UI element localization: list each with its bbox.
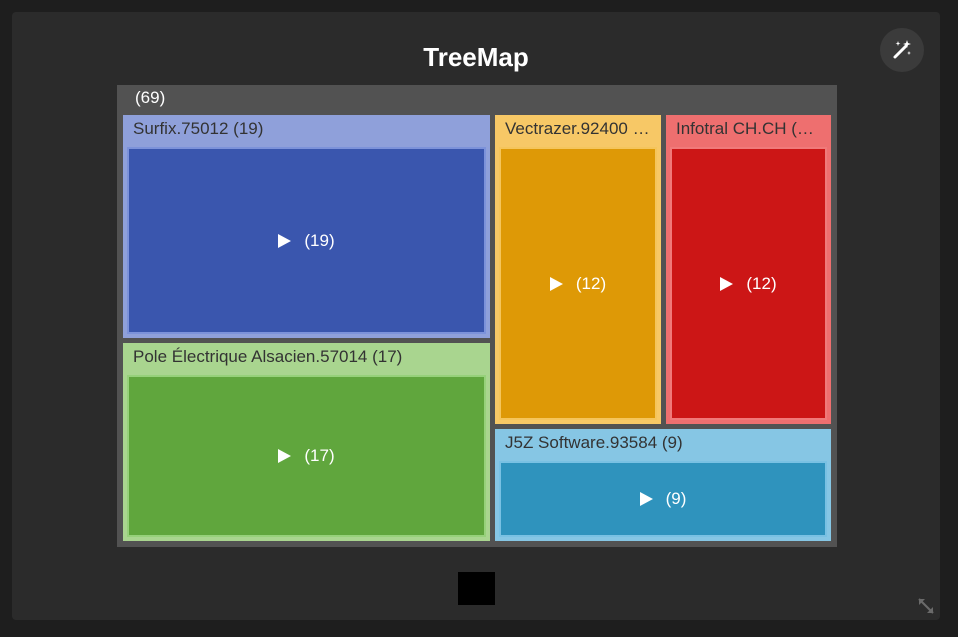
treemap-leaf[interactable]: (12) bbox=[499, 147, 657, 420]
treemap-group-3[interactable]: Infotral CH.CH (12) (12) bbox=[666, 115, 831, 424]
treemap-leaf-value: (12) bbox=[746, 273, 777, 293]
treemap-group-label: J5Z Software.93584 (9) bbox=[505, 433, 683, 452]
treemap-group-2[interactable]: Vectrazer.92400 (12) (12) bbox=[495, 115, 661, 424]
treemap-leaf-value: (17) bbox=[304, 446, 335, 465]
treemap-leaf-label: (12) bbox=[549, 273, 607, 294]
treemap-leaf[interactable]: (9) bbox=[499, 461, 827, 537]
treemap-group-label: Infotral CH.CH (12) bbox=[676, 119, 822, 138]
treemap-leaf-value: (19) bbox=[304, 230, 335, 250]
root-label: (69) bbox=[135, 88, 166, 107]
treemap-leaf-label: (17) bbox=[278, 446, 335, 466]
treemap-leaf[interactable]: (17) bbox=[127, 375, 486, 537]
play-icon bbox=[639, 492, 653, 506]
play-icon bbox=[278, 233, 292, 248]
chart-title: TreeMap bbox=[423, 42, 529, 72]
treemap-leaf-label: (12) bbox=[720, 273, 777, 294]
treemap-group-4[interactable]: J5Z Software.93584 (9) (9) bbox=[495, 429, 831, 541]
play-icon bbox=[278, 449, 292, 463]
chart-panel: TreeMap (69) Surfix.75012 (19) (19) Pole É… bbox=[12, 12, 940, 620]
treemap-leaf[interactable]: (19) bbox=[127, 147, 486, 334]
treemap-leaf-label: (19) bbox=[278, 230, 335, 251]
magic-wand-icon bbox=[893, 40, 911, 59]
play-icon bbox=[549, 276, 563, 291]
play-icon bbox=[720, 276, 734, 291]
treemap-group-0[interactable]: Surfix.75012 (19) (19) bbox=[123, 115, 490, 338]
treemap-group-label: Surfix.75012 (19) bbox=[133, 119, 264, 138]
treemap-leaf-label: (9) bbox=[639, 489, 687, 509]
resize-diagonal-icon[interactable] bbox=[916, 596, 936, 616]
magic-wand-button[interactable] bbox=[880, 28, 924, 72]
legend-swatch bbox=[458, 572, 495, 605]
treemap-group-label: Vectrazer.92400 (12) bbox=[505, 119, 661, 138]
treemap-group-label: Pole Électrique Alsacien.57014 (17) bbox=[133, 347, 403, 366]
treemap-group-1[interactable]: Pole Électrique Alsacien.57014 (17) (17) bbox=[123, 343, 490, 541]
treemap-leaf-value: (12) bbox=[575, 273, 607, 293]
treemap-area: (69) Surfix.75012 (19) (19) Pole Électriqu… bbox=[117, 85, 837, 547]
treemap-leaf[interactable]: (12) bbox=[670, 147, 827, 420]
treemap-leaf-value: (9) bbox=[665, 489, 687, 508]
